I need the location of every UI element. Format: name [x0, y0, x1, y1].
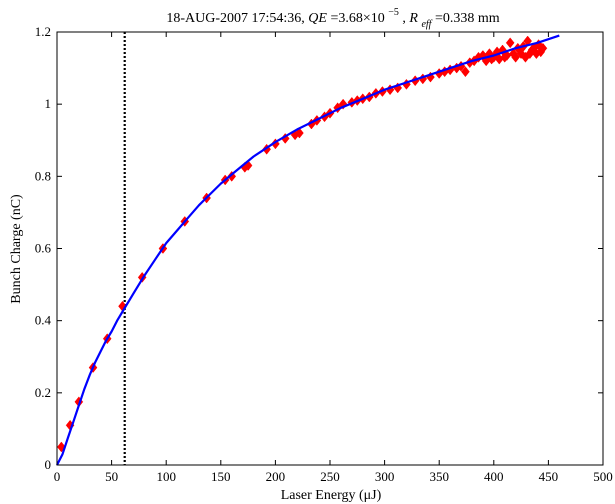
x-tick-label: 0: [54, 469, 61, 484]
y-tick-label: 1: [45, 96, 52, 111]
data-point: [538, 42, 548, 54]
x-tick-label: 200: [266, 469, 286, 484]
x-tick-label: 250: [320, 469, 340, 484]
axes: 0 50 100 150 200 250 300 350 400 450 500 0 0.2 0.4 0.6…: [35, 24, 613, 484]
y-tick-label: 0.6: [35, 241, 52, 256]
title-r-subscript: eff: [421, 19, 432, 30]
data-point: [511, 51, 520, 63]
y-tick-label: 0.8: [35, 168, 51, 183]
x-tick-label: 450: [539, 469, 559, 484]
x-tick-label: 50: [105, 469, 118, 484]
chart-title: 18-AUG-2007 17:54:36, QE =3.68×10 −5 , R…: [166, 4, 499, 31]
title-qe-symbol: QE: [308, 11, 327, 26]
fit-curve: [56, 34, 560, 466]
title-r-symbol: R: [408, 11, 418, 26]
data-point: [461, 66, 470, 78]
x-tick-label: 400: [484, 469, 504, 484]
title-qe-value: =3.68×10: [330, 11, 384, 26]
x-tick-label: 500: [593, 469, 613, 484]
y-axis-label: Bunch Charge (nC): [9, 194, 24, 304]
x-tick-label: 350: [429, 469, 449, 484]
data-point: [505, 37, 515, 49]
x-axis-label: Laser Energy (μJ): [281, 488, 382, 503]
plot-layer: [56, 32, 560, 466]
title-prefix: 18-AUG-2007 17:54:36,: [166, 11, 308, 26]
x-tick-label: 100: [156, 469, 176, 484]
title-qe-exponent: −5: [388, 7, 399, 18]
title-r-value: =0.338 mm: [435, 11, 500, 26]
y-tick-label: 0: [45, 457, 52, 472]
title-sep: ,: [402, 11, 409, 26]
y-tick-label: 0.2: [35, 385, 51, 400]
x-tick-label: 300: [375, 469, 395, 484]
plot-frame: [56, 31, 604, 466]
x-tick-label: 150: [211, 469, 231, 484]
y-tick-label: 0.4: [35, 313, 52, 328]
y-tick-label: 1.2: [35, 24, 51, 39]
